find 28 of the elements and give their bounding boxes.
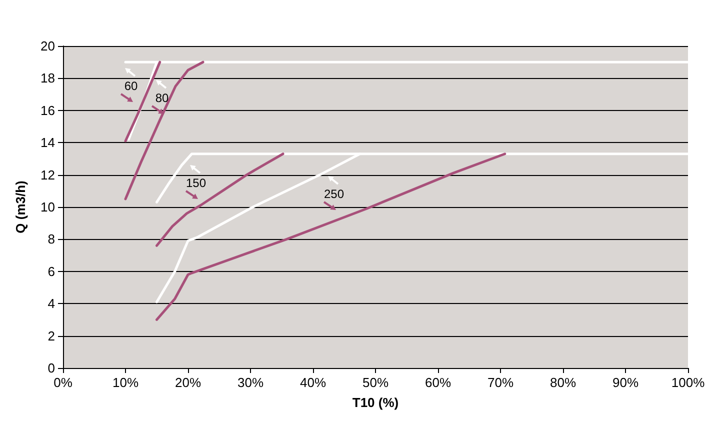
x-tick-label: 100% — [671, 375, 706, 390]
x-tick-label: 60% — [424, 375, 452, 390]
x-tick-label: 80% — [550, 375, 576, 390]
y-tick-label: 20 — [40, 38, 55, 54]
x-tick-label: 50% — [362, 375, 389, 390]
x-tick-label: 20% — [174, 375, 202, 390]
y-tick-label: 2 — [48, 328, 55, 344]
x-tick-label: 40% — [300, 375, 326, 390]
annotation: 80 — [155, 91, 169, 105]
annotation: 250 — [324, 187, 344, 201]
y-tick-label: 12 — [40, 167, 55, 182]
y-axis-title: Q (m3/h) — [13, 180, 28, 234]
y-tick-label: 4 — [48, 296, 55, 312]
y-tick-label: 8 — [48, 232, 55, 247]
x-axis-title: T10 (%) — [352, 395, 399, 410]
y-tick-label: 6 — [48, 264, 55, 279]
y-tick-label: 16 — [40, 102, 55, 118]
x-tick-label: 90% — [612, 375, 639, 390]
y-tick-label: 18 — [40, 70, 55, 86]
y-tick-label: 0 — [48, 360, 55, 376]
x-tick-label: 10% — [112, 375, 139, 390]
y-tick-label: 10 — [40, 200, 55, 214]
x-tick-label: 70% — [487, 375, 514, 390]
x-tick-label: 30% — [237, 375, 264, 390]
y-tick-label: 14 — [40, 135, 55, 150]
annotation: 60 — [124, 79, 138, 93]
x-tick-label: 0% — [54, 375, 73, 390]
annotation: 150 — [186, 176, 206, 190]
